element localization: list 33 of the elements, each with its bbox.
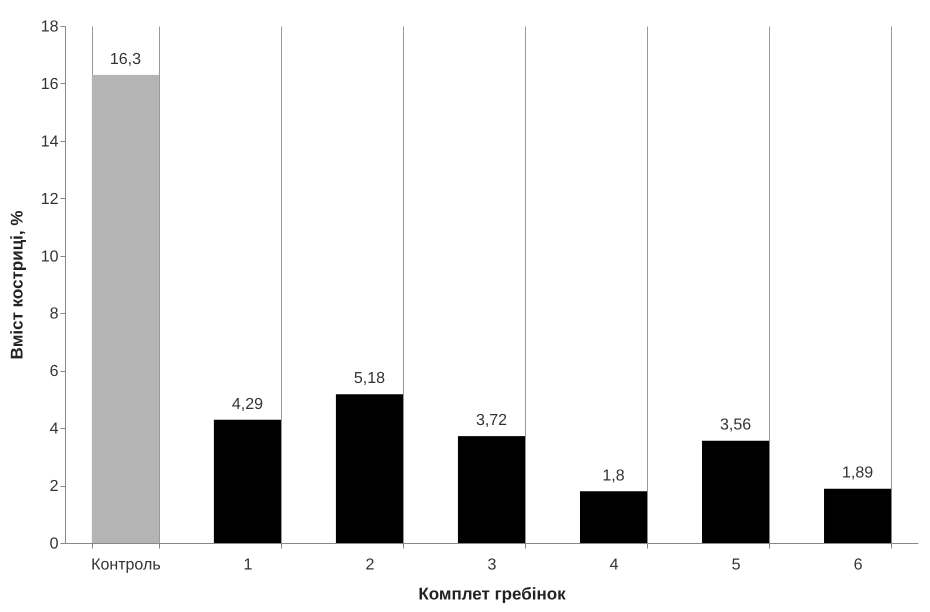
bar xyxy=(214,420,281,543)
y-tick-label: 18 xyxy=(40,18,59,36)
x-tick-label: 5 xyxy=(732,556,741,574)
data-label: 1,89 xyxy=(842,464,874,482)
x-tick-label: 4 xyxy=(610,556,619,574)
x-tick-label: Контроль xyxy=(91,556,161,574)
y-tick-label: 16 xyxy=(40,76,59,93)
bar xyxy=(92,74,159,543)
bar xyxy=(824,488,892,543)
data-label: 3,72 xyxy=(476,412,508,430)
y-tick-label: 8 xyxy=(50,306,59,323)
x-axis-title: Комплет гребінок xyxy=(418,584,566,604)
bar xyxy=(458,436,526,543)
y-axis-title: Вміст костриці, % xyxy=(8,210,27,360)
y-tick-label: 12 xyxy=(40,190,59,208)
bar xyxy=(702,440,770,543)
y-tick-label: 2 xyxy=(50,478,59,496)
data-label: 5,18 xyxy=(354,370,386,388)
data-label: 3,56 xyxy=(720,416,752,434)
bar xyxy=(580,491,648,543)
y-tick-label: 10 xyxy=(40,248,59,266)
y-tick-label: 0 xyxy=(50,536,59,552)
x-tick-label: 2 xyxy=(366,556,375,574)
data-label: 16,3 xyxy=(110,50,142,68)
y-tick-label: 14 xyxy=(40,133,59,150)
y-tick-label: 4 xyxy=(50,420,59,438)
x-tick-label: 3 xyxy=(488,556,497,574)
x-tick-label: 6 xyxy=(854,556,863,574)
y-tick-label: 6 xyxy=(50,363,59,380)
data-label: 1,8 xyxy=(602,467,625,484)
bar xyxy=(336,394,404,543)
x-tick-label: 1 xyxy=(243,556,252,574)
data-label: 4,29 xyxy=(232,396,264,413)
